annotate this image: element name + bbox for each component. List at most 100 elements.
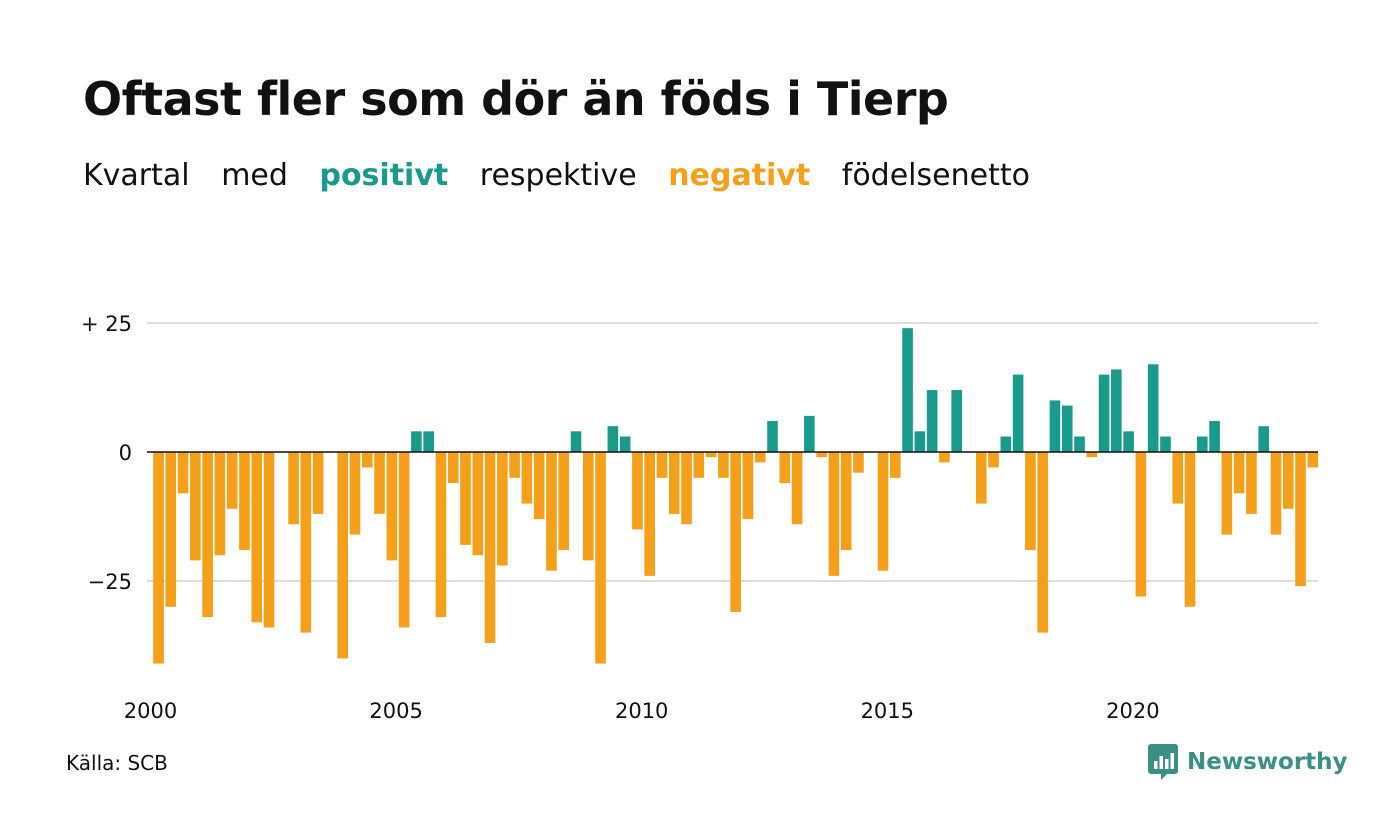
subtitle-positive: positivt <box>319 158 449 193</box>
x-tick-label: 2005 <box>369 699 422 723</box>
bar <box>202 452 213 618</box>
bar <box>975 452 987 504</box>
bar <box>190 452 201 561</box>
newsworthy-logo-icon <box>1148 744 1178 780</box>
bar <box>570 431 582 452</box>
bar <box>644 452 655 576</box>
bar <box>1233 452 1245 494</box>
bar <box>1295 452 1306 587</box>
bar <box>632 452 643 530</box>
bar <box>288 452 299 525</box>
bar <box>853 452 864 473</box>
bar <box>312 452 324 514</box>
bar <box>558 452 570 551</box>
bar <box>939 452 950 463</box>
bar <box>1184 452 1196 607</box>
bar <box>693 452 705 478</box>
bar <box>791 452 803 525</box>
bar <box>718 452 729 478</box>
bar <box>1135 452 1147 597</box>
bar <box>239 452 250 551</box>
bar <box>656 452 668 478</box>
bar <box>595 452 606 664</box>
bar <box>705 452 717 458</box>
bar <box>1025 452 1036 551</box>
bar-chart: + 25 0 −25 2000 2005 2010 2015 2020 <box>81 312 1319 723</box>
bar <box>840 452 852 551</box>
bar <box>1282 452 1294 509</box>
subtitle-word: födelsenetto <box>841 158 1030 193</box>
bar <box>816 452 827 458</box>
bar <box>1270 452 1282 535</box>
bar <box>877 452 889 571</box>
x-tick-label: 2015 <box>861 699 914 723</box>
bar <box>890 452 901 478</box>
bar <box>1074 436 1085 452</box>
source-note: Källa: SCB <box>66 751 168 775</box>
x-tick-label: 2000 <box>124 699 177 723</box>
bar <box>226 452 238 509</box>
bar <box>681 452 692 525</box>
x-tick-label: 2010 <box>615 699 668 723</box>
bar <box>1209 421 1220 452</box>
y-tick-label: 0 <box>119 441 132 465</box>
subtitle-word: respektive <box>479 158 637 193</box>
bar <box>1172 452 1184 504</box>
bar <box>1061 405 1073 452</box>
bar <box>1049 400 1061 452</box>
chart-title: Oftast fler som dör än föds i Tierp <box>83 72 949 126</box>
bar <box>1111 369 1122 452</box>
bar <box>828 452 840 576</box>
bar <box>926 390 938 452</box>
bar <box>742 452 754 520</box>
bar <box>988 452 999 468</box>
bar <box>497 452 508 566</box>
bar <box>902 328 913 452</box>
bar <box>730 452 741 612</box>
bar <box>447 452 459 483</box>
bar <box>1246 452 1257 514</box>
bar <box>546 452 557 571</box>
bar <box>619 436 631 452</box>
subtitle-word: med <box>221 158 288 193</box>
newsworthy-logo-text: Newsworthy <box>1187 749 1348 775</box>
y-tick-label: + 25 <box>81 312 132 336</box>
bar <box>263 452 275 628</box>
bar <box>1160 436 1171 452</box>
bar <box>460 452 471 545</box>
bar <box>411 431 422 452</box>
bar <box>1123 431 1134 452</box>
bar <box>374 452 385 514</box>
bar <box>214 452 226 556</box>
bar <box>607 426 619 452</box>
bar <box>177 452 189 494</box>
bar <box>300 452 312 633</box>
bar <box>754 452 766 463</box>
bar <box>1098 374 1110 452</box>
bar <box>1221 452 1233 535</box>
bar <box>153 452 164 664</box>
bar <box>583 452 594 561</box>
bar <box>423 431 434 452</box>
bar <box>914 431 926 452</box>
bar <box>398 452 410 628</box>
y-tick-label: −25 <box>88 570 132 594</box>
bar <box>337 452 348 659</box>
subtitle-word: Kvartal <box>83 158 190 193</box>
bar <box>951 390 962 452</box>
chart-subtitle: Kvartal med positivt respektive negativt… <box>83 158 1052 193</box>
bar <box>349 452 361 535</box>
bar <box>1086 452 1098 458</box>
bar <box>1147 364 1159 452</box>
bar <box>1197 436 1208 452</box>
bar <box>767 421 778 452</box>
x-tick-label: 2020 <box>1106 699 1159 723</box>
bar <box>779 452 791 483</box>
bar <box>1037 452 1048 633</box>
bar <box>521 452 533 504</box>
bar <box>1012 374 1024 452</box>
bar <box>386 452 398 561</box>
bar <box>668 452 680 514</box>
bar <box>165 452 177 607</box>
bar <box>804 415 815 452</box>
